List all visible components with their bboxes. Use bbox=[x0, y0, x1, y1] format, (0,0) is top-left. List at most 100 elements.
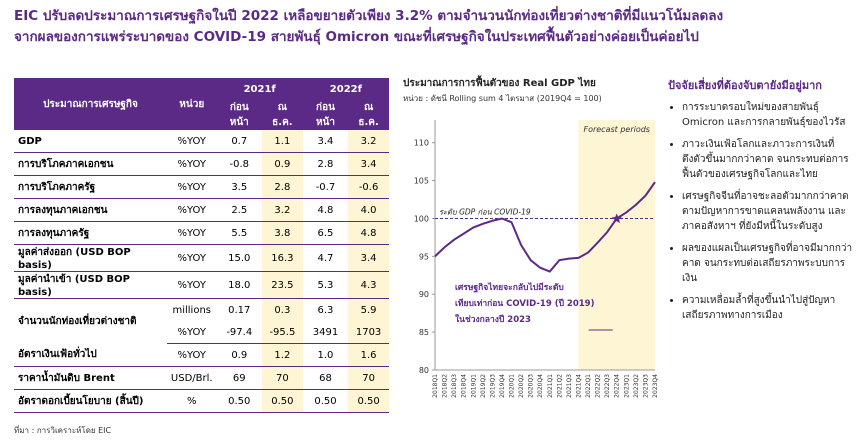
cell: 3491 bbox=[302, 321, 349, 344]
forecast-label: Forecast periods bbox=[583, 125, 650, 134]
source: ที่มา : การวิเคราะห์โดย EIC bbox=[14, 426, 112, 435]
y-tick-label: 90 bbox=[419, 290, 429, 299]
y-tick-label: 100 bbox=[414, 214, 429, 223]
cell: 2.5 bbox=[216, 198, 262, 222]
row-label: การบริโภคภาครัฐ bbox=[14, 175, 167, 199]
risk-panel: ปัจจัยเสี่ยงที่ต้องจับตายังมีอยู่มากการร… bbox=[668, 76, 854, 330]
x-tick-label: 2019Q1 bbox=[470, 374, 477, 398]
x-tick-label: 2021Q2 bbox=[556, 374, 563, 398]
cell: 0.9 bbox=[261, 152, 303, 176]
risk-list: การระบาดรอบใหม่ของสายพันธุ์ Omicron และก… bbox=[668, 100, 854, 323]
cell: 1.6 bbox=[348, 343, 389, 367]
annotation: เศรษฐกิจไทยจะกลับไปมีระดับ bbox=[455, 282, 564, 293]
table-row: มูลค่านำเข้า (USD BOP basis) %YOY 18.0 23.5… bbox=[14, 271, 389, 299]
x-tick-label: 2022Q4 bbox=[614, 374, 621, 398]
cell: 4.7 bbox=[302, 244, 349, 272]
cell: -97.4 bbox=[216, 321, 262, 344]
cell: %YOY bbox=[166, 175, 217, 199]
cell: 2.8 bbox=[302, 152, 349, 176]
cell: %YOY bbox=[166, 271, 217, 299]
x-tick-label: 2019Q2 bbox=[480, 374, 487, 398]
row-label: มูลค่าส่งออก (USD BOP basis) bbox=[14, 244, 167, 272]
x-tick-label: 2018Q4 bbox=[461, 374, 468, 398]
cell: USD/Brl. bbox=[166, 366, 217, 390]
cell: 0.9 bbox=[216, 343, 262, 367]
cell: 3.8 bbox=[261, 221, 303, 245]
x-tick-label: 2021Q4 bbox=[575, 374, 582, 398]
table-row: การลงทุนภาคเอกชน %YOY 2.5 3.2 4.8 4.0 bbox=[14, 198, 389, 222]
cell: 6.5 bbox=[302, 221, 349, 245]
x-tick-label: 2022Q1 bbox=[585, 374, 592, 398]
cell: 4.3 bbox=[348, 271, 389, 299]
cell: -0.6 bbox=[348, 175, 389, 199]
cell: 3.4 bbox=[348, 152, 389, 176]
cell: 3.2 bbox=[348, 130, 389, 153]
reference-label: ระดับ GDP ก่อน COVID-19 bbox=[439, 207, 531, 216]
row-label: การลงทุนภาคเอกชน bbox=[14, 198, 167, 222]
cell: 0.50 bbox=[216, 389, 262, 413]
table-row: การบริโภคภาครัฐ %YOY 3.5 2.8 -0.7 -0.6 bbox=[14, 175, 389, 199]
cell: 68 bbox=[302, 366, 349, 390]
cell: 18.0 bbox=[216, 271, 262, 299]
cell: 0.50 bbox=[261, 389, 303, 413]
cell: 0.50 bbox=[348, 389, 389, 413]
header-row: ประมาณการเศรษฐกิจ หน่วย 2021f 2022f bbox=[14, 78, 389, 130]
cell: %YOY bbox=[166, 244, 217, 272]
cell: %YOY bbox=[166, 152, 217, 176]
y-tick-label: 95 bbox=[419, 252, 429, 261]
risk-item: ผลของแผลเป็นเศรษฐกิจที่อาจมีมากกว่าคาด จ… bbox=[682, 241, 854, 286]
header-cell: หน่วย bbox=[166, 78, 217, 130]
x-tick-label: 2023Q4 bbox=[652, 374, 659, 398]
forecast-table: ประมาณการเศรษฐกิจ หน่วย 2021f 2022f ก่อนหน้า… bbox=[14, 78, 389, 413]
table-row: มูลค่าส่งออก (USD BOP basis) %YOY 15.0 16.3… bbox=[14, 244, 389, 272]
row-label: จำนวนนักท่องเที่ยวต่างชาติ bbox=[18, 315, 137, 327]
x-tick-label: 2023Q3 bbox=[642, 374, 649, 398]
risk-item: ภาวะเงินเฟ้อโลกและภาวะการเงินที่ตึงตัวขึ… bbox=[682, 137, 854, 182]
table-row: การลงทุนภาครัฐ %YOY 5.5 3.8 6.5 4.8 bbox=[14, 221, 389, 245]
table-row: อัตราเงินเฟ้อทั่วไป %YOY 0.9 1.2 1.0 1.6 bbox=[14, 343, 389, 367]
y-tick-label: 85 bbox=[419, 328, 429, 337]
cell: 70 bbox=[261, 366, 303, 390]
x-tick-label: 2019Q4 bbox=[499, 374, 506, 398]
x-tick-label: 2020Q3 bbox=[528, 374, 535, 398]
cell: 5.3 bbox=[302, 271, 349, 299]
cell: 70 bbox=[348, 366, 389, 390]
cell: 5.9 bbox=[348, 298, 389, 321]
cell: 16.3 bbox=[261, 244, 303, 272]
x-tick-label: 2023Q2 bbox=[633, 374, 640, 398]
cell: %YOY bbox=[166, 130, 217, 153]
x-tick-label: 2021Q1 bbox=[547, 374, 554, 398]
cell: 0.50 bbox=[302, 389, 349, 413]
cell: 4.8 bbox=[302, 198, 349, 222]
cell: 3.4 bbox=[302, 130, 349, 153]
cell: 3.4 bbox=[348, 244, 389, 272]
x-tick-label: 2020Q1 bbox=[509, 374, 516, 398]
chart-title: ประมาณการการฟื้นตัวของ Real GDP ไทย bbox=[403, 75, 596, 89]
risk-item: เศรษฐกิจจีนที่อาจชะลอตัวมากกว่าคาด ตามปั… bbox=[682, 189, 854, 234]
cell: %YOY bbox=[166, 198, 217, 222]
header-cell: ก่อนหน้า bbox=[216, 100, 262, 130]
cell: 4.0 bbox=[348, 198, 389, 222]
table-row: จำนวนนักท่องเที่ยวต่างชาติ millions 0.17 0.… bbox=[14, 298, 389, 327]
cell: 4.8 bbox=[348, 221, 389, 245]
cell: 1.1 bbox=[261, 130, 303, 153]
x-tick-label: 2020Q2 bbox=[518, 374, 525, 398]
cell: %YOY bbox=[166, 221, 217, 245]
cell: 1.0 bbox=[302, 343, 349, 367]
x-tick-label: 2020Q4 bbox=[537, 374, 544, 398]
forecast-shade bbox=[578, 120, 655, 370]
annotation: ในช่วงกลางปี 2023 bbox=[455, 314, 531, 325]
header-row: ก่อนหน้าณ ธ.ค. ก่อนหน้าณ ธ.ค. bbox=[14, 100, 389, 130]
x-tick-label: 2018Q3 bbox=[451, 374, 458, 398]
y-tick-label: 80 bbox=[419, 366, 429, 375]
cell: 23.5 bbox=[261, 271, 303, 299]
x-tick-label: 2021Q3 bbox=[566, 374, 573, 398]
cell: -0.7 bbox=[302, 175, 349, 199]
x-tick-label: 2022Q3 bbox=[604, 374, 611, 398]
chart-subtitle: หน่วย : ดัชนี Rolling sum 4 ไตรมาส (2019… bbox=[403, 94, 602, 103]
row-label: อัตราเงินเฟ้อทั่วไป bbox=[14, 343, 167, 367]
x-tick-label: 2023Q1 bbox=[623, 374, 630, 398]
cell: 69 bbox=[216, 366, 262, 390]
star-marker bbox=[611, 213, 622, 224]
